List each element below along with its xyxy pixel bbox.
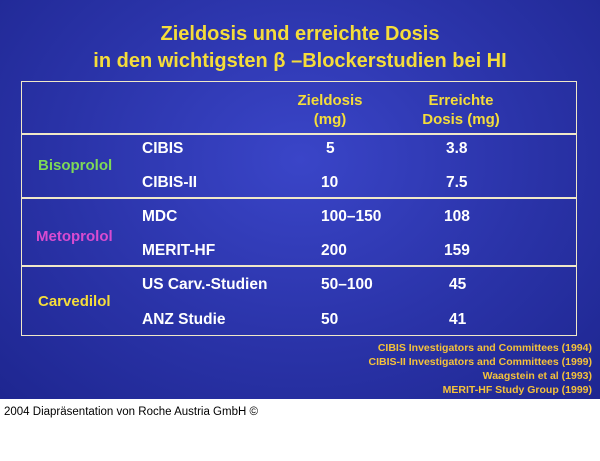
study-name: MDC bbox=[142, 208, 178, 225]
slide-title-line1: Zieldosis und erreichte Dosis bbox=[160, 23, 440, 45]
study-name: CIBIS bbox=[142, 140, 184, 157]
header-target-dose-line2: (mg) bbox=[313, 111, 347, 128]
reference-citation: MERIT-HF Study Group (1999) bbox=[442, 384, 592, 396]
reference-citation: Waagstein et al (1993) bbox=[482, 370, 592, 382]
group-label-carvedilol: Carvedilol bbox=[38, 293, 111, 310]
copyright-footer: 2004 Diapräsentation von Roche Austria G… bbox=[4, 406, 258, 418]
target-dose-value: 50 bbox=[321, 311, 339, 328]
study-name: MERIT-HF bbox=[142, 242, 216, 259]
header-achieved-dose-line2: Dosis (mg) bbox=[422, 111, 500, 128]
group-label-metoprolol: Metoprolol bbox=[36, 228, 113, 245]
group-label-bisoprolol: Bisoprolol bbox=[38, 157, 113, 174]
study-name: US Carv.-Studien bbox=[142, 276, 268, 293]
target-dose-value: 100–150 bbox=[321, 208, 382, 225]
slide-title-line2: in den wichtigsten β –Blockerstudien bei… bbox=[93, 50, 507, 72]
achieved-dose-value: 45 bbox=[449, 276, 467, 293]
target-dose-value: 10 bbox=[321, 174, 339, 191]
achieved-dose-value: 7.5 bbox=[446, 174, 468, 191]
header-target-dose: Zieldosis (mg) bbox=[280, 91, 380, 129]
study-name: CIBIS-II bbox=[142, 174, 198, 191]
achieved-dose-value: 108 bbox=[444, 208, 470, 225]
table-divider-metoprolol bbox=[21, 265, 577, 267]
achieved-dose-value: 41 bbox=[449, 311, 467, 328]
header-achieved-dose-line1: Erreichte bbox=[428, 92, 494, 109]
header-achieved-dose: Erreichte Dosis (mg) bbox=[406, 91, 516, 129]
reference-citation: CIBIS Investigators and Committees (1994… bbox=[377, 342, 592, 354]
target-dose-value: 200 bbox=[321, 242, 347, 259]
dose-table-border bbox=[21, 81, 577, 336]
header-target-dose-line1: Zieldosis bbox=[297, 92, 363, 109]
achieved-dose-value: 3.8 bbox=[446, 140, 468, 157]
target-dose-value: 50–100 bbox=[321, 276, 373, 293]
table-divider-header bbox=[21, 133, 577, 135]
achieved-dose-value: 159 bbox=[444, 242, 470, 259]
table-divider-bisoprolol bbox=[21, 197, 577, 199]
slide: Zieldosis und erreichte Dosis in den wic… bbox=[0, 0, 600, 399]
study-name: ANZ Studie bbox=[142, 311, 226, 328]
reference-citation: CIBIS-II Investigators and Committees (1… bbox=[368, 356, 592, 368]
target-dose-value: 5 bbox=[326, 140, 335, 157]
